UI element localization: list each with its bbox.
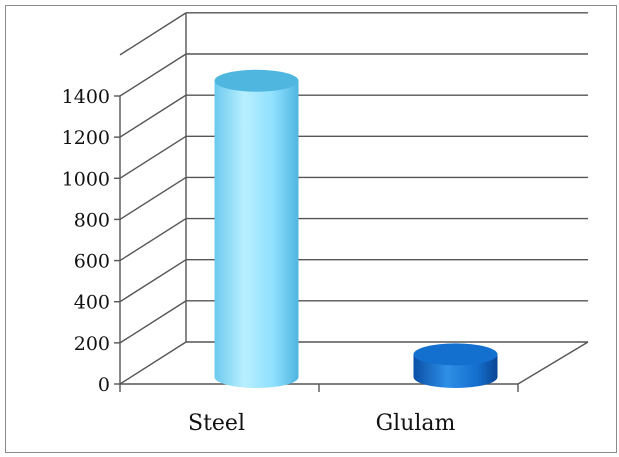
y-tick-label: 0 [98,374,110,396]
gridline-side [119,135,187,179]
gridline-side [119,300,187,344]
x-tick-label: Glulam [376,411,456,436]
gridline-side [119,12,187,56]
gridline-side [119,217,187,262]
y-tick-label: 1000 [62,168,110,190]
label-layer: 0 200 400 600 800 1000 1200 1400 Steel Glulam [62,86,456,436]
bar-glulam [413,343,498,388]
y-tick-label: 800 [74,209,110,231]
bar-body [214,80,299,389]
gridline-side [119,94,187,138]
bar-top [413,343,498,366]
gridline-side [119,341,187,385]
gridline-side [119,53,187,97]
floor-right-edge [517,341,589,385]
gridline-side [119,176,187,221]
y-tick-label: 600 [74,251,110,273]
chart-frame [5,5,617,453]
y-tick-label: 1200 [62,127,110,149]
x-tick-label: Steel [188,411,245,436]
bar-steel [214,69,299,389]
grid-layer [119,12,589,385]
y-tick-label: 400 [74,292,110,314]
y-tick-label: 1400 [62,86,110,108]
gridline-side [119,259,187,303]
bar-top [214,69,299,92]
bar-layer [214,69,498,389]
y-tick-label: 200 [74,333,110,355]
